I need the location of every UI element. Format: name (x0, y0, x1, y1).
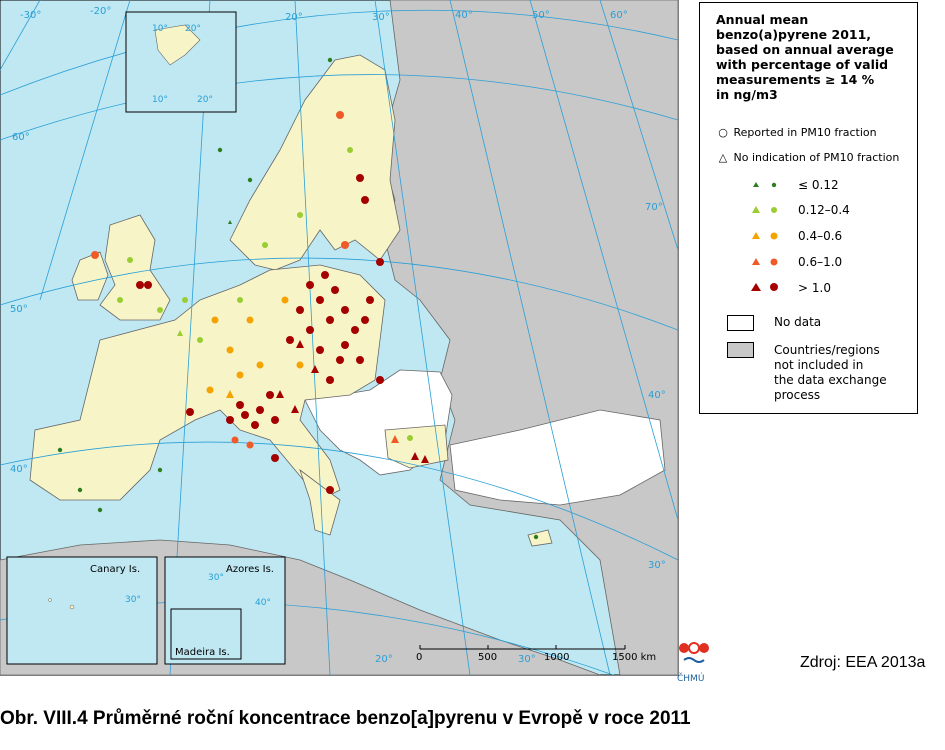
scale-bar: 0 500 1000 1500 km (416, 645, 656, 663)
svg-text:-30°: -30° (20, 10, 41, 21)
svg-text:70°: 70° (645, 202, 663, 213)
legend-class-3: 0.4–0.6 (798, 229, 843, 243)
legend-class-1: ≤ 0.12 (798, 178, 839, 192)
azores-label: Azores Is. (226, 564, 274, 575)
svg-text:60°: 60° (610, 10, 628, 21)
svg-text:0: 0 (416, 652, 422, 663)
svg-text:40°: 40° (10, 464, 28, 475)
svg-text:30°: 30° (125, 595, 141, 605)
circle-outline-icon: ○ (718, 126, 728, 139)
included-cyprus (527, 529, 553, 547)
not-included-swatch (727, 342, 754, 358)
svg-text:50°: 50° (532, 10, 550, 21)
no-data-swatch (727, 315, 754, 331)
svg-text:40°: 40° (255, 598, 271, 608)
svg-text:20°: 20° (197, 95, 213, 105)
chmu-logo (679, 642, 709, 663)
legend-class-2: 0.12–0.4 (798, 203, 850, 217)
svg-text:30°: 30° (208, 573, 224, 583)
azores-inset: Azores Is. 30° 40° Madeira Is. (164, 556, 286, 665)
legend: Annual mean benzo(a)pyrene 2011, based o… (699, 2, 918, 414)
svg-text:-20°: -20° (90, 6, 111, 17)
logo-text: ČHMÚ (677, 674, 705, 684)
legend-class-5: > 1.0 (798, 281, 831, 295)
no-data-label: No data (774, 315, 822, 329)
svg-text:1000: 1000 (544, 652, 569, 663)
figure-caption: Obr. VIII.4 Průměrné roční koncentrace b… (0, 708, 691, 729)
svg-text:40°: 40° (648, 390, 666, 401)
legend-reported-pm10: ○ Reported in PM10 fraction (716, 126, 876, 139)
svg-text:1500 km: 1500 km (612, 652, 656, 663)
legend-no-indication-pm10: △ No indication of PM10 fraction (716, 151, 900, 164)
svg-text:30°: 30° (372, 12, 390, 23)
svalbard-inset: 10° 20° 10° 20° (125, 11, 237, 113)
source-note: Zdroj: EEA 2013a (800, 654, 926, 671)
not-included-label: Countries/regions not included in the da… (774, 343, 887, 402)
svg-text:30°: 30° (648, 560, 666, 571)
svg-text:10°: 10° (152, 24, 168, 34)
canary-label: Canary Is. (90, 564, 140, 575)
legend-title: Annual mean benzo(a)pyrene 2011, based o… (716, 12, 894, 102)
included-ireland (71, 251, 109, 301)
svg-text:20°: 20° (185, 24, 201, 34)
svg-text:50°: 50° (10, 304, 28, 315)
svg-text:10°: 10° (152, 95, 168, 105)
svg-text:30°: 30° (518, 654, 536, 665)
svg-text:20°: 20° (375, 654, 393, 665)
legend-class-4: 0.6–1.0 (798, 255, 843, 269)
triangle-outline-icon: △ (718, 151, 728, 164)
canary-inset: Canary Is. 30° (6, 556, 158, 665)
no-data-turkey (449, 409, 666, 506)
measurement-points (57, 57, 539, 540)
graticule (0, 0, 678, 675)
svg-text:500: 500 (478, 652, 497, 663)
madeira-label: Madeira Is. (175, 647, 230, 658)
legend-symbols (751, 182, 778, 291)
svg-text:60°: 60° (12, 132, 30, 143)
svg-text:40°: 40° (455, 10, 473, 21)
graticule-labels: -30° -20° 20° 30° 40° 50° 60° 20° 30° 60… (10, 6, 666, 665)
svg-text:20°: 20° (285, 12, 303, 23)
